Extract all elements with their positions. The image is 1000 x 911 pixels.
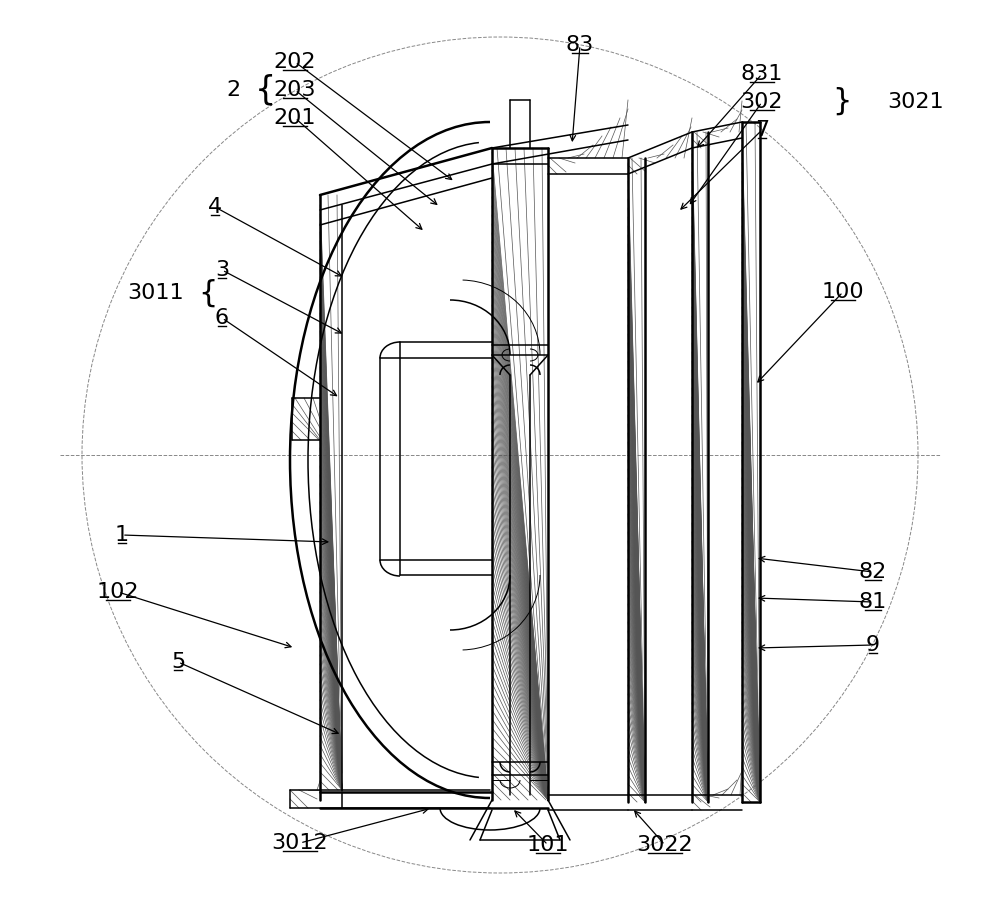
Text: 82: 82 [859,562,887,582]
Text: 6: 6 [215,308,229,328]
Text: 831: 831 [741,64,783,84]
Text: 3012: 3012 [272,833,328,853]
Text: {: { [198,279,218,308]
Text: 101: 101 [527,835,569,855]
Text: 4: 4 [208,197,222,217]
Text: 3011: 3011 [128,283,184,303]
Text: 3022: 3022 [637,835,693,855]
Text: 3: 3 [215,260,229,280]
Text: 2: 2 [226,80,240,100]
Text: 3021: 3021 [887,91,944,111]
Text: 203: 203 [274,80,316,100]
Text: {: { [254,74,276,107]
Text: 83: 83 [566,35,594,55]
Text: 102: 102 [97,582,139,602]
Text: 202: 202 [274,52,316,72]
Text: 1: 1 [115,525,129,545]
Text: 100: 100 [822,282,864,302]
Text: }: } [832,87,852,116]
Text: 201: 201 [274,108,316,128]
Text: 5: 5 [171,652,185,672]
Text: 302: 302 [741,92,783,112]
Text: 7: 7 [755,120,769,140]
Text: 81: 81 [859,592,887,612]
Text: 9: 9 [866,635,880,655]
